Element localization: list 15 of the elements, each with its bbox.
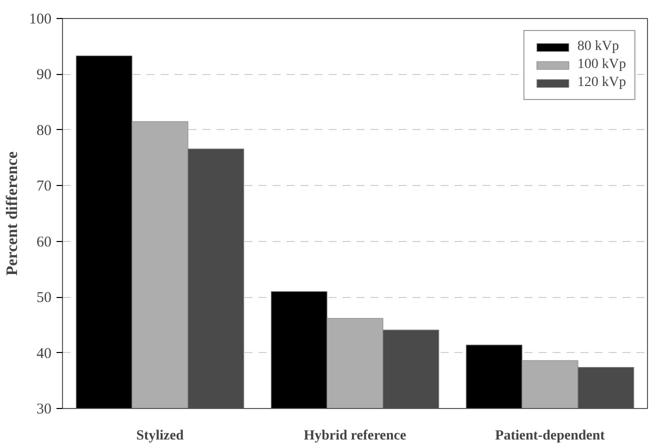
y-tick-label: 100	[29, 12, 52, 28]
y-tick-label: 50	[36, 290, 52, 306]
y-tick-label: 80	[36, 122, 52, 139]
legend-label: 120 kVp	[577, 75, 626, 91]
legend-label: 80 kVp	[577, 39, 619, 55]
y-tick-label: 90	[36, 67, 52, 84]
legend-label: 100 kVp	[577, 57, 626, 73]
y-axis-title: Percent difference	[4, 151, 21, 276]
y-tick-label: 40	[36, 346, 52, 362]
y-tick-label: 70	[36, 178, 52, 195]
y-tick-label: 30	[36, 402, 52, 418]
x-tick-label: Stylized	[136, 428, 184, 444]
x-tick-label: Patient-dependent	[495, 428, 606, 444]
x-tick-label: Hybrid reference	[304, 428, 406, 444]
y-tick-label: 60	[36, 234, 52, 250]
